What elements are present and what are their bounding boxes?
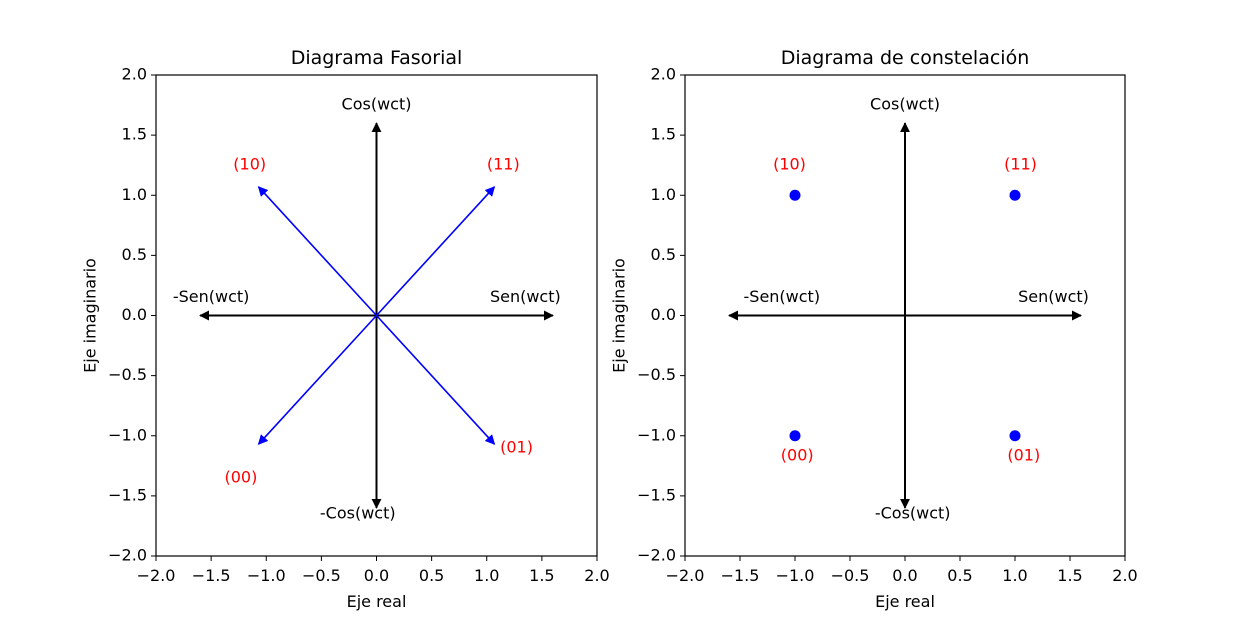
y-tick-label: 1.0 — [122, 185, 147, 204]
x-tick-label: 0.0 — [364, 566, 389, 585]
y-tick-label: 0.5 — [122, 245, 147, 264]
reference-axes: Cos(wct) -Cos(wct) Sen(wct) -Sen(wct) — [173, 95, 561, 523]
x-tick-label: −0.5 — [302, 566, 341, 585]
y-tick-label: 2.0 — [651, 65, 676, 84]
y-tick-label: −1.5 — [637, 485, 676, 504]
phasor-arrow — [375, 314, 496, 445]
reference-axis-label: Sen(wct) — [1018, 287, 1089, 306]
x-tick-label: −1.0 — [247, 566, 286, 585]
phasor-arrow — [375, 186, 496, 317]
reference-axis-label: -Cos(wct) — [875, 503, 951, 522]
y-tick-label: 1.0 — [651, 185, 676, 204]
x-tick-label: 0.0 — [892, 566, 917, 585]
x-tick-label: 2.0 — [584, 566, 609, 585]
x-tick-label: −1.0 — [776, 566, 815, 585]
x-tick-label: 0.5 — [947, 566, 972, 585]
y-tick-label: −0.5 — [637, 365, 676, 384]
x-axis-label: Eje real — [875, 592, 935, 611]
y-tick-label: −0.5 — [108, 365, 147, 384]
x-ticks: −2.0 −1.5 −1.0 −0.5 0.0 0.5 1.0 1.5 2.0 — [137, 556, 610, 585]
plot-frame — [684, 74, 1126, 557]
phasor-arrow — [257, 314, 378, 445]
reference-axes: Cos(wct) -Cos(wct) Sen(wct) -Sen(wct) — [728, 95, 1089, 522]
bit-label: (10) — [773, 155, 806, 174]
x-ticks: −2.0 −1.5 −1.0 −0.5 0.0 0.5 1.0 1.5 2.0 — [666, 556, 1138, 585]
reference-axis-label: Sen(wct) — [490, 287, 561, 306]
x-tick-label: −0.5 — [831, 566, 870, 585]
reference-axis-label: -Sen(wct) — [173, 287, 250, 306]
bit-label: (10) — [233, 155, 266, 174]
reference-axis-label: -Cos(wct) — [320, 503, 396, 522]
x-tick-label: −2.0 — [137, 566, 176, 585]
chart-title: Diagrama de constelación — [781, 47, 1030, 69]
x-tick-label: 1.5 — [1057, 566, 1082, 585]
y-axis-label: Eje imaginario — [610, 258, 629, 373]
y-tick-label: 1.5 — [122, 125, 147, 144]
x-tick-label: −2.0 — [666, 566, 705, 585]
x-tick-label: 1.0 — [474, 566, 499, 585]
y-tick-label: −1.0 — [637, 425, 676, 444]
bit-label: (00) — [781, 446, 814, 465]
y-axis-label: Eje imaginario — [81, 258, 100, 373]
y-tick-label: 2.0 — [122, 65, 147, 84]
reference-axis-label: Cos(wct) — [870, 95, 940, 114]
plot-frame — [155, 74, 598, 557]
constellation-point — [1009, 189, 1021, 201]
reference-axis-label: -Sen(wct) — [744, 287, 821, 306]
bit-label: (11) — [487, 155, 520, 174]
constellation-point — [789, 430, 801, 442]
phasor-arrow — [257, 186, 378, 317]
chart-title: Diagrama Fasorial — [291, 47, 463, 69]
y-tick-label: −1.5 — [108, 485, 147, 504]
phasor-diagram-panel: Diagrama Fasorial Eje real Eje imaginari… — [81, 47, 610, 611]
y-tick-label: 1.5 — [651, 125, 676, 144]
phasors: (11) (10) (01) (00) — [224, 155, 532, 487]
bit-label: (11) — [1004, 155, 1037, 174]
y-tick-label: −2.0 — [637, 546, 676, 565]
y-ticks: −2.0 −1.5 −1.0 −0.5 0.0 0.5 1.0 1.5 2.0 — [637, 65, 685, 565]
x-tick-label: 1.0 — [1002, 566, 1027, 585]
y-ticks: −2.0 −1.5 −1.0 −0.5 0.0 0.5 1.0 1.5 2.0 — [108, 65, 156, 565]
constellation-point — [1009, 430, 1021, 442]
bit-label: (01) — [500, 437, 533, 456]
y-tick-label: 0.0 — [651, 305, 676, 324]
y-tick-label: 0.5 — [651, 245, 676, 264]
constellation-points: (11) (10) (01) (00) — [773, 155, 1040, 465]
constellation-point — [789, 189, 801, 201]
y-tick-label: −2.0 — [108, 546, 147, 565]
x-axis-label: Eje real — [347, 592, 407, 611]
bit-label: (01) — [1007, 446, 1040, 465]
x-tick-label: −1.5 — [192, 566, 231, 585]
y-tick-label: 0.0 — [122, 305, 147, 324]
x-tick-label: 0.5 — [419, 566, 444, 585]
x-tick-label: −1.5 — [721, 566, 760, 585]
constellation-diagram-panel: Diagrama de constelación Eje real Eje im… — [610, 47, 1138, 611]
bit-label: (00) — [224, 467, 257, 486]
x-tick-label: 2.0 — [1112, 566, 1137, 585]
x-tick-label: 1.5 — [529, 566, 554, 585]
y-tick-label: −1.0 — [108, 425, 147, 444]
reference-axis-label: Cos(wct) — [342, 95, 412, 114]
